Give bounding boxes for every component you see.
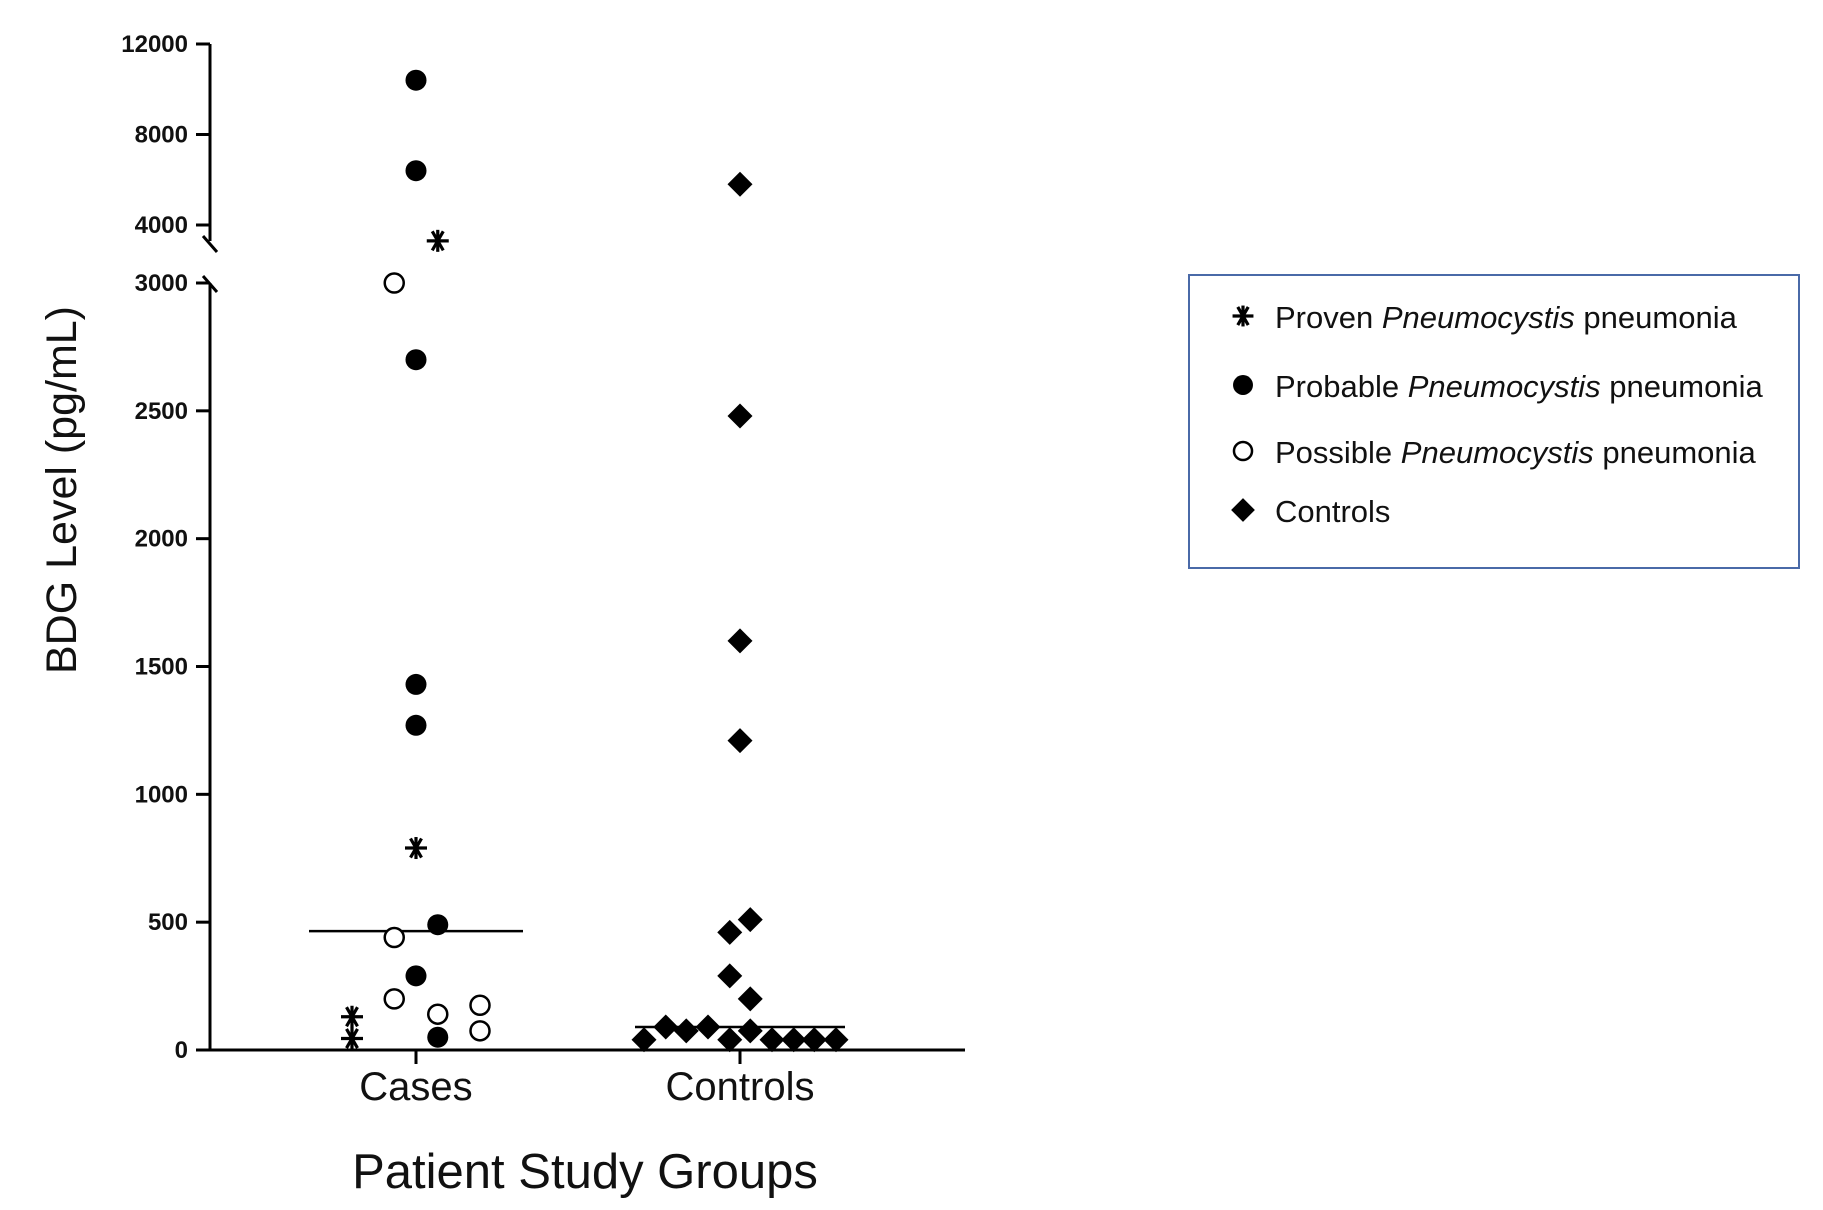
data-point-diamond: [737, 1018, 763, 1044]
legend-marker-filled-circle: [1233, 375, 1253, 395]
y-tick-label: 2500: [135, 398, 188, 425]
axes: [197, 44, 965, 1052]
data-point-open-circle: [427, 1003, 449, 1025]
data-point-open-circle: [469, 994, 491, 1017]
data-point-asterisk: [405, 837, 427, 860]
data-point-diamond: [759, 1027, 785, 1053]
legend-marker-asterisk: [1232, 305, 1254, 327]
legend-box: [1188, 274, 1800, 569]
y-ticks: 0 500 1000 1500 2000 2500 3000 4000 8000 12000: [121, 31, 210, 1064]
data-point-diamond: [727, 403, 753, 429]
data-point-filled-circle: [427, 914, 449, 936]
data-point-filled-circle: [405, 714, 427, 736]
y-tick-label: 0: [175, 1037, 188, 1064]
y-tick-label: 8000: [135, 122, 188, 149]
x-axis-label: Patient Study Groups: [352, 1145, 818, 1199]
y-tick-label: 1500: [135, 654, 188, 681]
data-point-diamond: [801, 1027, 827, 1053]
data-point-filled-circle: [405, 349, 427, 371]
data-point-diamond: [823, 1027, 849, 1053]
data-point-diamond: [717, 963, 743, 989]
data-point-open-circle: [383, 926, 405, 949]
data-point-diamond: [727, 628, 753, 654]
data-point-asterisk: [426, 229, 449, 252]
data-point-asterisk: [341, 1005, 363, 1028]
data-point-diamond: [717, 919, 743, 945]
legend-label-open-circle: Possible Pneumocystis pneumonia: [1275, 435, 1757, 470]
data-point-open-circle: [469, 1020, 491, 1042]
legend-marker-diamond: [1231, 498, 1255, 522]
data-point-open-circle: [383, 988, 405, 1010]
y-tick-label: 1000: [135, 781, 188, 808]
data-point-open-circle: [383, 272, 405, 294]
x-ticks: Cases Controls: [359, 1050, 814, 1109]
data-point-diamond: [727, 728, 753, 754]
x-tick-label-controls: Controls: [666, 1065, 815, 1109]
data-point-diamond: [653, 1014, 679, 1040]
y-tick-label: 2000: [135, 526, 188, 553]
data-point-filled-circle: [405, 965, 427, 987]
x-tick-label-cases: Cases: [359, 1065, 472, 1109]
y-tick-label: 12000: [121, 31, 188, 58]
data-point-filled-circle: [405, 160, 427, 182]
data-point-diamond: [673, 1018, 699, 1044]
data-point-diamond: [717, 1027, 743, 1053]
y-tick-label: 4000: [135, 212, 188, 239]
y-tick-label: 500: [148, 909, 188, 936]
data-point-diamond: [727, 171, 753, 197]
y-tick-label: 3000: [135, 270, 188, 297]
legend-label-diamond: Controls: [1275, 494, 1390, 529]
data-point-filled-circle: [427, 1026, 449, 1048]
legend: Proven Pneumocystis pneumonia Probable Pn…: [1188, 274, 1800, 569]
data-point-diamond: [631, 1027, 657, 1053]
data-points: [341, 69, 849, 1053]
y-axis-label: BDG Level (pg/mL): [38, 306, 86, 674]
data-point-asterisk: [341, 1027, 363, 1050]
legend-label-filled-circle: Probable Pneumocystis pneumonia: [1275, 369, 1763, 404]
legend-marker-open-circle: [1232, 440, 1254, 462]
y-axis-break-mark-upper: [201, 235, 219, 253]
data-point-filled-circle: [405, 673, 427, 695]
data-point-filled-circle: [405, 69, 427, 91]
legend-label-asterisk: Proven Pneumocystis pneumonia: [1275, 300, 1738, 335]
data-point-diamond: [737, 986, 763, 1012]
data-point-diamond: [781, 1027, 807, 1053]
data-point-diamond: [737, 907, 763, 933]
data-point-diamond: [695, 1014, 721, 1040]
